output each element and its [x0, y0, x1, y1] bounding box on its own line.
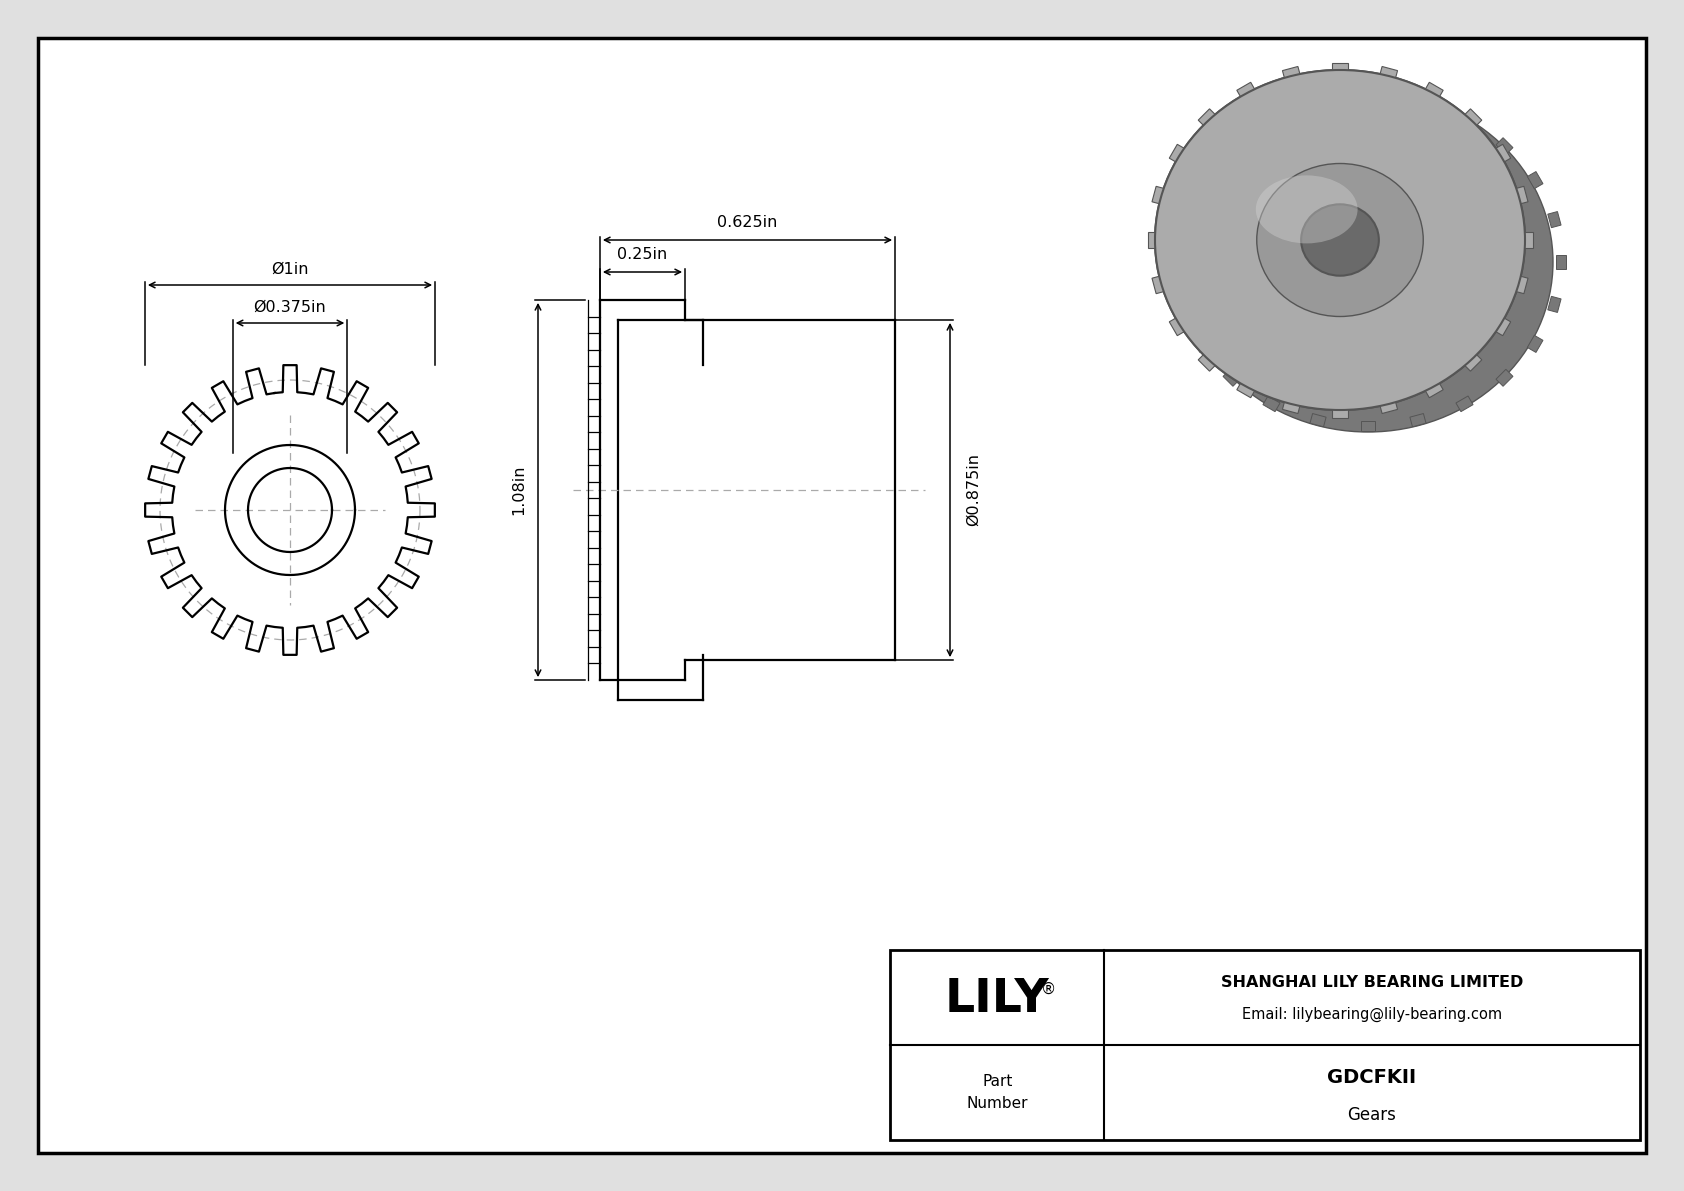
Text: 0.625in: 0.625in — [717, 216, 778, 230]
Text: SHANGHAI LILY BEARING LIMITED: SHANGHAI LILY BEARING LIMITED — [1221, 974, 1522, 990]
Ellipse shape — [1256, 163, 1423, 317]
FancyBboxPatch shape — [1192, 336, 1209, 353]
FancyBboxPatch shape — [1556, 255, 1566, 269]
FancyBboxPatch shape — [1379, 399, 1398, 413]
Text: 0.25in: 0.25in — [618, 247, 667, 262]
FancyBboxPatch shape — [1236, 82, 1256, 100]
FancyBboxPatch shape — [1527, 172, 1543, 188]
FancyBboxPatch shape — [1522, 232, 1532, 248]
Text: Gears: Gears — [1347, 1106, 1396, 1124]
FancyBboxPatch shape — [1514, 186, 1527, 205]
Text: GDCFKII: GDCFKII — [1327, 1068, 1416, 1087]
FancyBboxPatch shape — [1283, 399, 1300, 413]
FancyBboxPatch shape — [1463, 353, 1482, 372]
FancyBboxPatch shape — [1332, 62, 1347, 74]
Text: Part
Number: Part Number — [967, 1074, 1027, 1110]
Ellipse shape — [1182, 92, 1553, 432]
FancyBboxPatch shape — [1169, 317, 1187, 336]
FancyBboxPatch shape — [1170, 255, 1180, 269]
FancyBboxPatch shape — [1175, 297, 1189, 312]
Text: Email: lilybearing@lily-bearing.com: Email: lilybearing@lily-bearing.com — [1241, 1008, 1502, 1022]
FancyBboxPatch shape — [1494, 144, 1511, 163]
FancyBboxPatch shape — [1423, 380, 1443, 398]
FancyBboxPatch shape — [1410, 413, 1426, 426]
FancyBboxPatch shape — [1310, 413, 1325, 426]
FancyBboxPatch shape — [1495, 369, 1512, 386]
FancyBboxPatch shape — [1548, 212, 1561, 227]
FancyBboxPatch shape — [1236, 380, 1256, 398]
FancyBboxPatch shape — [1548, 297, 1561, 312]
Ellipse shape — [1302, 205, 1379, 275]
FancyBboxPatch shape — [1147, 232, 1159, 248]
Text: 1.08in: 1.08in — [510, 464, 525, 516]
FancyBboxPatch shape — [1457, 395, 1474, 412]
FancyBboxPatch shape — [1379, 67, 1398, 81]
FancyBboxPatch shape — [1332, 406, 1347, 418]
FancyBboxPatch shape — [1457, 112, 1474, 127]
FancyBboxPatch shape — [1361, 420, 1376, 431]
FancyBboxPatch shape — [1494, 317, 1511, 336]
FancyBboxPatch shape — [1423, 82, 1443, 100]
FancyBboxPatch shape — [1410, 98, 1426, 111]
Ellipse shape — [1256, 175, 1357, 243]
FancyBboxPatch shape — [1199, 108, 1218, 127]
Text: Ø0.875in: Ø0.875in — [967, 454, 982, 526]
FancyBboxPatch shape — [1263, 395, 1280, 412]
FancyBboxPatch shape — [1199, 353, 1218, 372]
FancyBboxPatch shape — [1514, 275, 1527, 294]
Text: ®: ® — [1041, 981, 1056, 997]
FancyBboxPatch shape — [1223, 369, 1239, 386]
Ellipse shape — [1155, 70, 1526, 410]
Text: Ø0.375in: Ø0.375in — [254, 300, 327, 314]
Bar — [891, 950, 1640, 1140]
FancyBboxPatch shape — [1152, 186, 1167, 205]
FancyBboxPatch shape — [1463, 108, 1482, 127]
FancyBboxPatch shape — [1527, 336, 1543, 353]
FancyBboxPatch shape — [1169, 144, 1187, 163]
FancyBboxPatch shape — [1152, 275, 1167, 294]
Ellipse shape — [1155, 70, 1526, 410]
Text: Ø1in: Ø1in — [271, 262, 308, 278]
FancyBboxPatch shape — [1495, 138, 1512, 155]
Text: LILY: LILY — [945, 977, 1049, 1022]
FancyBboxPatch shape — [1283, 67, 1300, 81]
